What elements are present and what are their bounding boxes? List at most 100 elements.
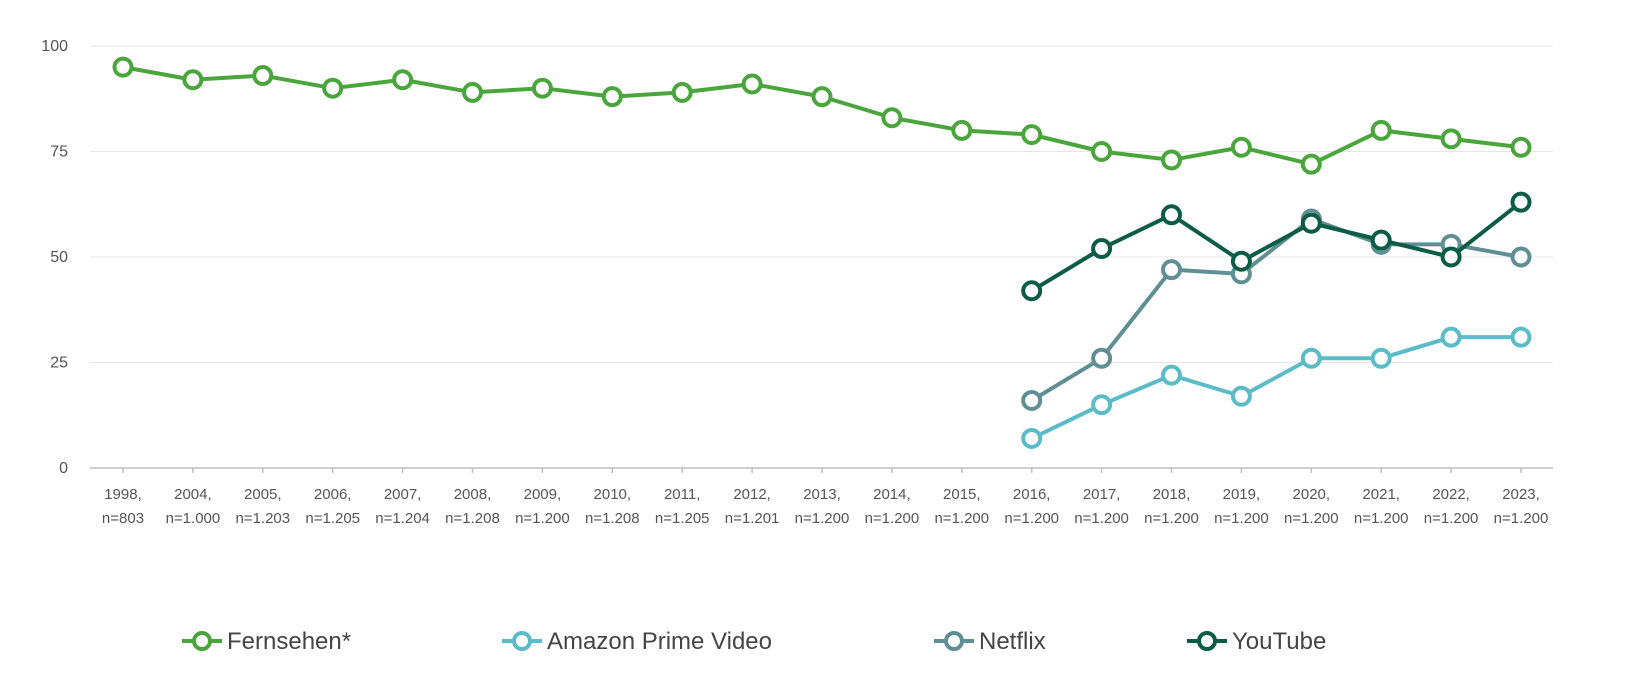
legend-item-fernsehen: Fernsehen* [182,628,351,655]
data-point-amazon-prime-video [1440,326,1462,348]
x-tick-label-n: n=1.203 [235,510,290,527]
data-point-netflix [1021,389,1043,411]
series-line-amazon-prime-video [1030,335,1521,441]
legend-marker-amazon-prime-video [512,631,532,651]
data-point-youtube [1021,280,1043,302]
data-point-fernsehen [1021,124,1043,146]
data-point-youtube [1161,204,1182,226]
data-point-fernsehen [392,69,414,91]
x-tick-label-n: n=1.200 [1424,510,1479,527]
x-tick-label-n: n=1.000 [166,510,221,527]
x-tick-label-year: 2020, [1293,486,1331,503]
x-tick-label-year: 2005, [244,486,282,503]
legend-item-youtube: YouTube [1187,628,1326,655]
x-tick-label-year: 2004, [174,486,212,503]
x-tick-label-year: 2022, [1432,486,1470,503]
data-point-fernsehen [322,77,344,99]
legend: Fernsehen* Amazon Prime Video Netflix YouTu… [182,628,1326,655]
x-tick-label-year: 2017, [1083,486,1121,503]
data-point-fernsehen [1440,128,1462,150]
x-tick-label-year: 2019, [1223,486,1261,503]
data-point-youtube [1440,246,1462,268]
data-point-youtube [1300,212,1322,234]
x-tick-label-n: n=1.205 [655,510,710,527]
series-fernsehen [112,56,1532,175]
x-tick-label-n: n=1.200 [795,510,850,527]
data-point-youtube [1091,238,1113,260]
legend-label-fernsehen: Fernsehen* [227,628,351,655]
data-point-amazon-prime-video [1510,326,1532,348]
data-point-amazon-prime-video [1161,364,1182,386]
y-tick-label: 100 [41,38,68,55]
data-point-fernsehen [1300,153,1322,175]
legend-marker-youtube [1197,631,1217,651]
data-point-amazon-prime-video [1091,394,1113,416]
data-point-fernsehen [182,69,204,91]
x-tick-label-n: n=1.200 [934,510,989,527]
x-tick-label-n: n=1.200 [1004,510,1059,527]
x-tick-label-n: n=1.204 [375,510,430,527]
x-tick-label-year: 1998, [104,486,142,503]
data-point-amazon-prime-video [1230,385,1252,407]
series-amazon-prime-video [1021,326,1532,449]
data-point-fernsehen [881,107,903,129]
data-point-fernsehen [951,119,973,141]
data-point-youtube [1230,250,1252,272]
data-point-fernsehen [1161,149,1182,171]
data-point-fernsehen [741,73,763,95]
x-tick-label-year: 2011, [664,486,700,503]
x-tick-label-year: 2006, [314,486,352,503]
x-tick-label-n: n=1.201 [725,510,780,527]
legend-label-netflix: Netflix [979,628,1046,655]
x-tick-label-n: n=1.200 [865,510,920,527]
data-point-fernsehen [1230,136,1252,158]
data-point-amazon-prime-video [1300,347,1322,369]
x-tick-label-year: 2009, [524,486,562,503]
data-point-fernsehen [1091,141,1113,162]
y-tick-label: 50 [50,249,68,266]
y-tick-label: 0 [59,460,68,477]
data-point-fernsehen [1370,119,1392,141]
data-point-fernsehen [462,81,483,103]
series-line-youtube [1030,200,1523,293]
y-axis: 0 25 50 75 100 [41,38,68,477]
x-tick-label-n: n=1.208 [445,510,500,527]
data-point-fernsehen [1510,136,1532,158]
data-point-amazon-prime-video [1021,427,1043,449]
data-point-netflix [1091,347,1113,369]
x-tick-label-year: 2010, [594,486,632,503]
data-point-youtube [1510,191,1532,213]
legend-label-youtube: YouTube [1232,628,1326,655]
x-axis: 1998, n=803 2004, n=1.000 2005, n=1.203 2006, n… [90,467,1553,527]
x-tick-label-n: n=1.208 [585,510,640,527]
x-tick-label-year: 2023, [1502,486,1540,503]
legend-marker-fernsehen [192,631,212,651]
x-tick-label-year: 2007, [384,486,422,503]
legend-label-amazon-prime-video: Amazon Prime Video [547,628,772,655]
legend-item-netflix: Netflix [934,628,1046,655]
x-tick-label-year: 2016, [1013,486,1051,503]
data-point-amazon-prime-video [1370,347,1392,369]
data-point-fernsehen [601,86,623,108]
x-tick-label-n: n=1.200 [1214,510,1269,527]
legend-marker-netflix [944,631,964,651]
x-tick-label-n: n=1.200 [1144,510,1199,527]
x-tick-label-year: 2013, [803,486,841,503]
y-tick-label: 75 [50,144,68,161]
x-tick-label-year: 2021, [1362,486,1400,503]
x-tick-label-n: n=1.200 [1494,510,1549,527]
x-tick-label-year: 2008, [454,486,492,503]
data-point-netflix [1510,246,1532,268]
series-lines [112,56,1532,449]
legend-item-amazon-prime-video: Amazon Prime Video [502,628,772,655]
x-tick-label-n: n=1.200 [515,510,570,527]
data-point-youtube [1370,229,1392,251]
data-point-fernsehen [811,86,833,108]
x-tick-label-n: n=1.200 [1074,510,1129,527]
data-point-fernsehen [671,81,693,103]
x-tick-label-n: n=1.200 [1354,510,1409,527]
data-point-fernsehen [112,56,134,78]
y-tick-label: 25 [50,355,68,372]
x-tick-label-year: 2018, [1153,486,1191,503]
